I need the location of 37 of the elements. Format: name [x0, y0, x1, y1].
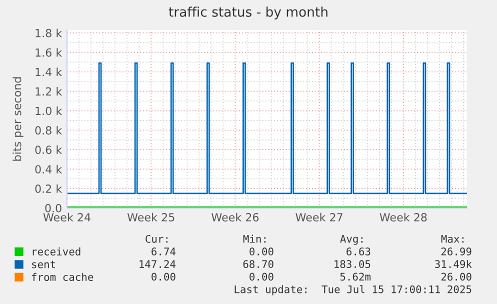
y-tick-label: 0.6 k [35, 145, 62, 154]
y-axis-title: bits per second [12, 77, 24, 161]
text: Last update: Tue Jul 15 17:00:11 2025 [234, 285, 472, 296]
text: Max: [441, 235, 464, 243]
text: 6.63 [346, 248, 370, 256]
text: 6.74 [152, 248, 176, 256]
text: 0.00 [250, 248, 274, 256]
y-tick-label: 1.8 k [36, 28, 62, 38]
legend-label: received [32, 247, 80, 256]
x-tick-label: Week 27 [296, 212, 342, 222]
text: 147.24 [140, 260, 176, 268]
legend-label: sent [32, 260, 56, 268]
y-tick-label: 0.4 k [35, 164, 62, 174]
x-tick-label: Week 25 [127, 212, 174, 222]
y-tick-label: 0.0 [45, 204, 62, 212]
legend-label: from cache [32, 272, 94, 281]
text: 0.00 [250, 272, 274, 281]
y-tick-label: 1.0 k [36, 106, 62, 116]
x-tick-label: Week 26 [212, 212, 259, 222]
x-tick-label: Week 28 [380, 212, 427, 222]
text: 26.00 [441, 272, 472, 281]
y-tick-label: 1.6 k [36, 48, 62, 57]
y-tick-label: 1.2 k [36, 87, 62, 96]
text: 5.62m [340, 272, 371, 281]
text: 0.00 [152, 272, 176, 281]
text: Cur: [146, 234, 168, 243]
chart-title: traffic status - by month [168, 6, 328, 20]
text: Avg: [340, 235, 362, 245]
y-tick-label: 0.8 k [35, 126, 62, 135]
y-tick-label: 0.2 k [35, 184, 62, 193]
y-tick-label: 1.4 k [36, 68, 62, 76]
text: 183.05 [334, 260, 370, 268]
text: 68.70 [243, 260, 274, 268]
text: Min: [243, 234, 266, 243]
text: 31.49k [435, 260, 472, 268]
text: 26.99 [441, 248, 472, 256]
x-tick-label: Week 24 [43, 212, 90, 222]
